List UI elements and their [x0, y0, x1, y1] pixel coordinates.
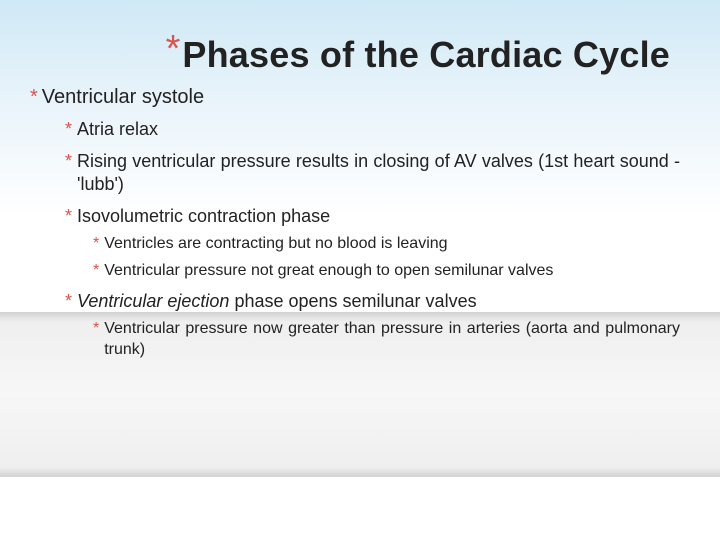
list-item: * Ventricular pressure not great enough … — [93, 261, 680, 282]
bullet-text: Atria relax — [77, 118, 158, 141]
bullet-sublist: * Ventricular pressure now greater than … — [93, 319, 680, 361]
asterisk-icon: * — [166, 28, 181, 70]
bullet-text-rest: phase opens semilunar valves — [229, 291, 476, 311]
bullet-text: Rising ventricular pressure results in c… — [77, 150, 680, 197]
list-item: * Atria relax — [65, 118, 680, 141]
slide-title: Phases of the Cardiac Cycle — [182, 34, 670, 75]
emphasis-text: Ventricular ejection — [77, 291, 229, 311]
asterisk-icon: * — [93, 234, 99, 255]
list-item: * Ventricles are contracting but no bloo… — [93, 234, 680, 255]
bullet-sublist: * Ventricles are contracting but no bloo… — [93, 234, 680, 282]
asterisk-icon: * — [65, 150, 72, 173]
list-item: * Ventricular pressure now greater than … — [93, 319, 680, 361]
asterisk-icon: * — [65, 290, 72, 313]
asterisk-icon: * — [65, 118, 72, 141]
list-item: * Isovolumetric contraction phase * Vent… — [65, 205, 680, 282]
title-row: *Phases of the Cardiac Cycle — [30, 28, 680, 75]
slide: *Phases of the Cardiac Cycle * Ventricul… — [0, 0, 720, 540]
bullet-text: Ventricular ejection phase opens semilun… — [77, 290, 477, 313]
list-item: * Rising ventricular pressure results in… — [65, 150, 680, 197]
bullet-text: Ventricular systole — [42, 85, 204, 110]
list-item: * Ventricular ejection phase opens semil… — [65, 290, 680, 361]
bullet-text: Isovolumetric contraction phase — [77, 205, 330, 228]
asterisk-icon: * — [93, 319, 99, 340]
bullet-list: * Ventricular systole * Atria relax * Ri… — [30, 85, 680, 360]
asterisk-icon: * — [65, 205, 72, 228]
bullet-text: Ventricular pressure not great enough to… — [104, 261, 553, 282]
bullet-sublist: * Atria relax * Rising ventricular press… — [65, 118, 680, 360]
asterisk-icon: * — [93, 261, 99, 282]
bullet-text: Ventricles are contracting but no blood … — [104, 234, 447, 255]
asterisk-icon: * — [30, 85, 38, 109]
bullet-text: Ventricular pressure now greater than pr… — [104, 319, 680, 361]
list-item: * Ventricular systole * Atria relax * Ri… — [30, 85, 680, 360]
